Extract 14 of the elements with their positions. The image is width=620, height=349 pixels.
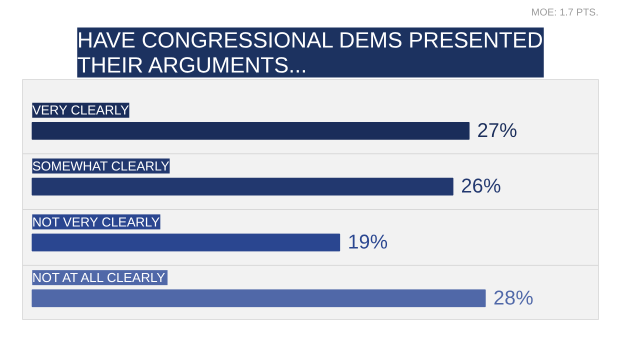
bar <box>32 122 470 140</box>
data-label: 27% <box>477 120 518 142</box>
data-label: 26% <box>460 176 502 198</box>
bar <box>32 178 454 196</box>
text: MOE: 1.7 PTS. <box>531 8 599 18</box>
bar <box>32 234 340 252</box>
bar <box>32 289 486 308</box>
data-label: 28% <box>493 287 534 310</box>
y-tick-label: NOT AT ALL CLEARLY <box>32 270 166 286</box>
y-tick-label: SOMEWHAT CLEARLY <box>32 158 170 174</box>
chart-title: HAVE CONGRESSIONAL DEMS PRESENTED THEIR ARGUMENTS... <box>77 28 543 78</box>
data-label: 19% <box>348 231 388 254</box>
y-tick-label: NOT VERY CLEARLY <box>32 214 160 230</box>
y-tick-label: VERY CLEARLY <box>32 102 130 118</box>
